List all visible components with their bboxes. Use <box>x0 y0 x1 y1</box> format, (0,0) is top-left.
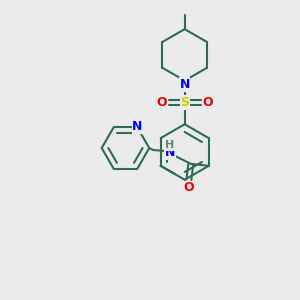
Text: O: O <box>184 181 194 194</box>
Text: N: N <box>179 78 190 91</box>
Text: N: N <box>132 120 142 133</box>
Text: O: O <box>202 96 213 109</box>
Text: S: S <box>180 96 189 109</box>
Text: N: N <box>165 146 175 160</box>
Text: H: H <box>165 140 175 150</box>
Text: O: O <box>157 96 167 109</box>
